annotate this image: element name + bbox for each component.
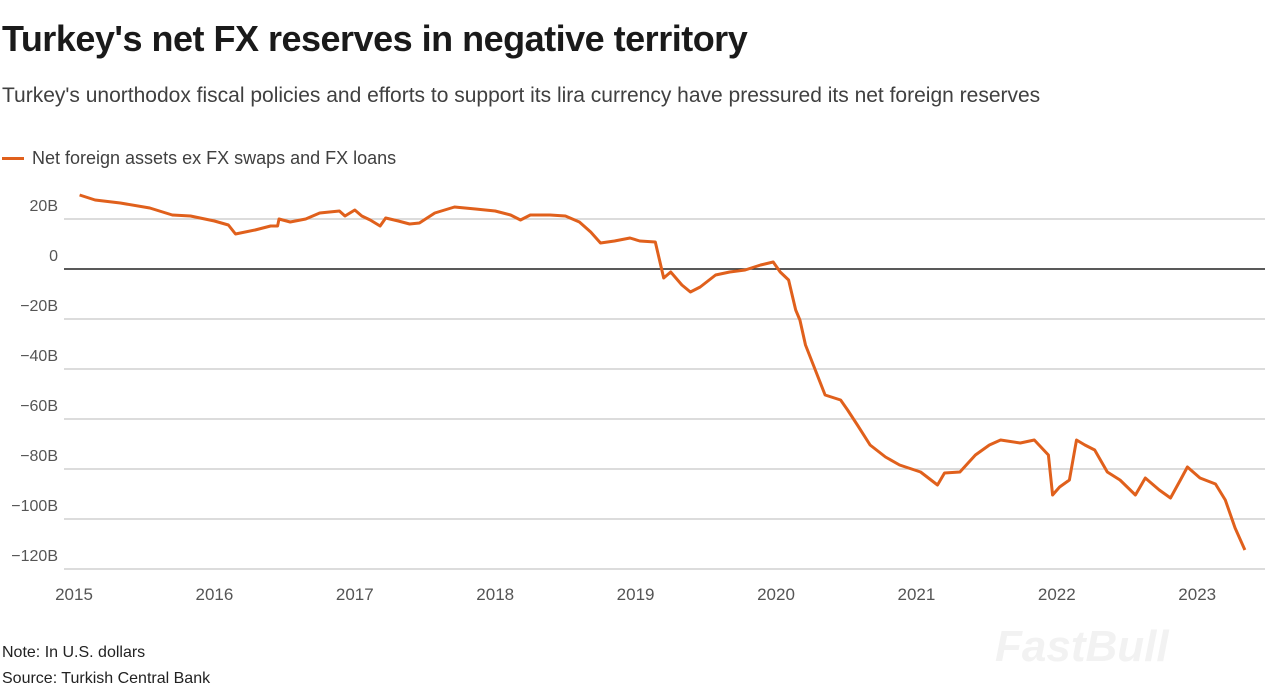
chart-title: Turkey's net FX reserves in negative ter…	[2, 18, 748, 59]
x-tick-label: 2018	[476, 585, 514, 604]
chart-subtitle: Turkey's unorthodox fiscal policies and …	[2, 84, 1041, 107]
legend: Net foreign assets ex FX swaps and FX lo…	[2, 148, 396, 169]
y-tick-label: 0	[49, 248, 58, 265]
legend-swatch	[2, 157, 24, 160]
y-tick-label: −80B	[20, 448, 58, 465]
x-tick-label: 2017	[336, 585, 374, 604]
x-tick-label: 2021	[897, 585, 935, 604]
series-line	[79, 193, 1247, 551]
y-tick-label: −20B	[20, 298, 58, 315]
y-tick-label: −100B	[11, 498, 58, 515]
x-tick-label: 2023	[1178, 585, 1216, 604]
y-tick-label: 20B	[30, 198, 58, 215]
watermark: FastBull	[995, 622, 1169, 671]
x-tick-label: 2020	[757, 585, 795, 604]
y-tick-label: −40B	[20, 348, 58, 365]
source: Source: Turkish Central Bank	[2, 670, 211, 687]
y-tick-label: −60B	[20, 398, 58, 415]
y-tick-label: −120B	[11, 548, 58, 565]
x-tick-label: 2016	[195, 585, 233, 604]
note: Note: In U.S. dollars	[2, 644, 146, 661]
legend-label: Net foreign assets ex FX swaps and FX lo…	[32, 148, 397, 168]
x-tick-label: 2022	[1038, 585, 1076, 604]
line-chart: 20B 0 −20B −40B −60B −80B −100B −120B 2015 2016 20…	[11, 193, 1265, 604]
x-tick-label: 2019	[617, 585, 655, 604]
x-tick-label: 2015	[55, 585, 93, 604]
